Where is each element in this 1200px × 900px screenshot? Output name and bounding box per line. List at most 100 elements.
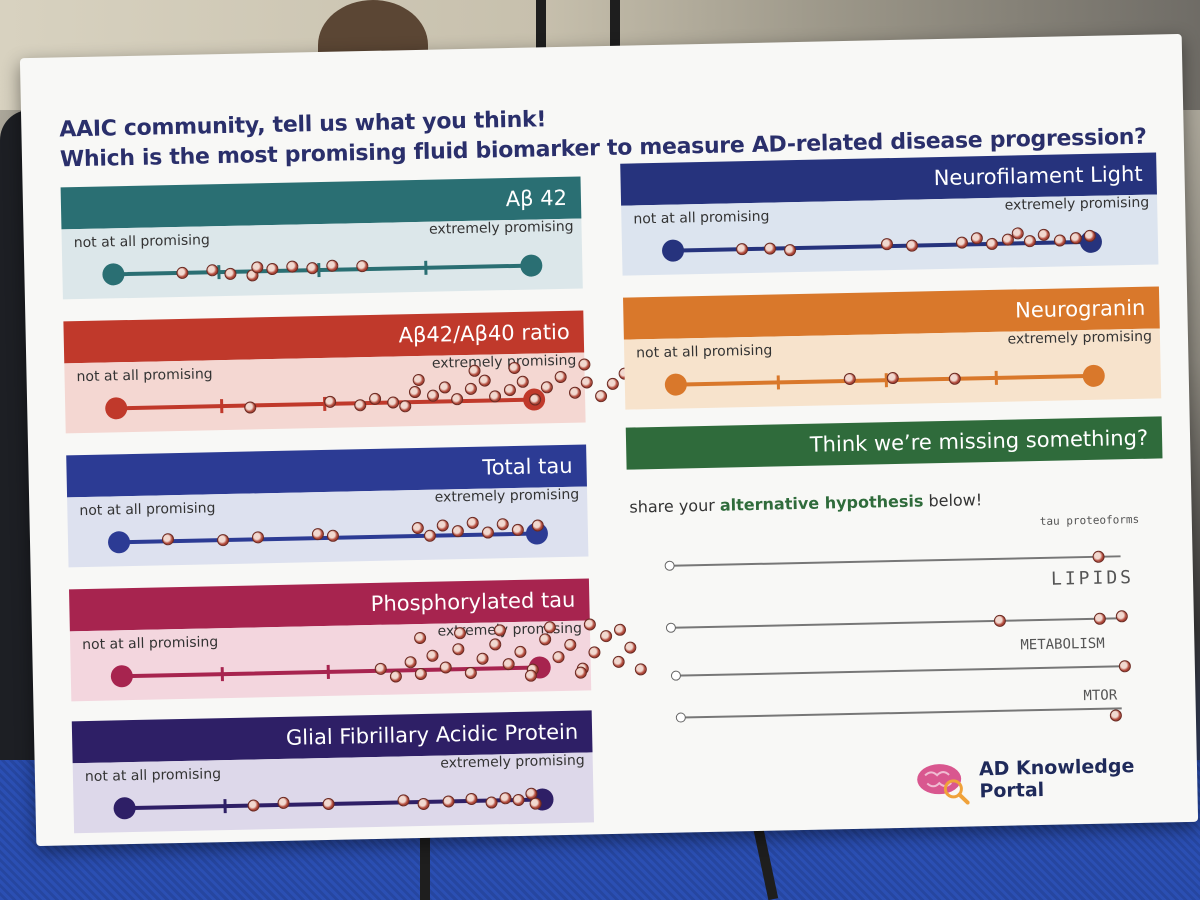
label-extremely-promising: extremely promising bbox=[1007, 328, 1153, 348]
vote-sticker bbox=[843, 372, 856, 386]
easel-bottom-leg bbox=[420, 820, 430, 900]
label-not-promising: not at all promising bbox=[84, 766, 222, 786]
card-body: not at all promising extremely promising bbox=[61, 218, 583, 300]
vote-sticker bbox=[606, 377, 619, 391]
card-phospho-tau: Phosphorylated tau not at all promising … bbox=[69, 578, 647, 702]
scale-end-dot bbox=[1082, 364, 1105, 388]
scale-start-dot bbox=[113, 796, 136, 820]
rating-scale[interactable] bbox=[105, 358, 673, 420]
vote-sticker bbox=[955, 236, 969, 249]
vote-sticker bbox=[588, 646, 601, 659]
vote-sticker bbox=[489, 638, 502, 651]
vote-sticker bbox=[612, 655, 625, 668]
vote-sticker bbox=[436, 519, 449, 532]
scale-start-dot bbox=[110, 665, 134, 688]
vote-sticker bbox=[251, 531, 265, 544]
rating-scale[interactable] bbox=[102, 254, 543, 286]
handwritten-scale-3[interactable] bbox=[676, 665, 1123, 677]
vote-sticker bbox=[324, 395, 337, 408]
scale-tick bbox=[326, 664, 330, 679]
rating-scale[interactable] bbox=[664, 364, 1105, 396]
card-neurogranin: Neurogranin not at all promising extreme… bbox=[623, 286, 1162, 410]
vote-sticker bbox=[414, 667, 427, 681]
card-abeta-ratio: Aβ42/Aβ40 ratio not at all promising ext… bbox=[63, 310, 673, 434]
vote-sticker bbox=[554, 370, 567, 384]
vote-sticker bbox=[387, 396, 400, 409]
poster-board: AAIC community, tell us what you think! … bbox=[19, 33, 1199, 847]
vote-sticker bbox=[322, 797, 335, 811]
vote-sticker bbox=[404, 656, 417, 669]
vote-sticker bbox=[354, 399, 367, 412]
vote-sticker bbox=[311, 527, 325, 541]
card-neurofilament-light: Neurofilament Light not at all promising… bbox=[620, 152, 1159, 276]
vote-sticker bbox=[465, 792, 478, 806]
vote-sticker bbox=[452, 643, 465, 656]
card-body: not at all promising extremely promising bbox=[67, 486, 589, 568]
vote-sticker bbox=[451, 525, 465, 538]
brain-icon bbox=[915, 761, 970, 805]
vote-sticker bbox=[1037, 228, 1050, 241]
vote-sticker bbox=[224, 267, 237, 281]
vote-sticker bbox=[539, 633, 552, 646]
handwritten-scale-2[interactable] bbox=[671, 617, 1122, 629]
card-body: not at all promising extremely promising bbox=[72, 752, 595, 834]
rating-scale[interactable] bbox=[113, 787, 554, 820]
vote-sticker bbox=[948, 372, 961, 385]
vote-sticker bbox=[468, 364, 481, 377]
vote-sticker bbox=[496, 518, 509, 531]
vote-sticker bbox=[502, 658, 515, 671]
label-not-promising: not at all promising bbox=[636, 342, 773, 362]
share-prefix: share your bbox=[629, 495, 721, 517]
vote-sticker bbox=[176, 266, 189, 280]
scale-tick bbox=[223, 799, 227, 814]
vote-sticker bbox=[624, 641, 637, 654]
label-extremely-promising: extremely promising bbox=[1004, 194, 1150, 214]
vote-sticker bbox=[426, 389, 440, 402]
label-extremely-promising: extremely promising bbox=[428, 218, 574, 238]
scale-tick bbox=[424, 260, 428, 275]
vote-sticker bbox=[439, 661, 452, 674]
vote-sticker bbox=[464, 666, 477, 680]
card-body: not at all promising extremely promising bbox=[621, 194, 1159, 276]
vote-sticker bbox=[514, 645, 527, 659]
vote-sticker bbox=[244, 401, 257, 414]
handwritten-scale-start bbox=[665, 622, 677, 633]
vote-sticker bbox=[634, 663, 647, 676]
handwritten-scale-1[interactable] bbox=[670, 555, 1121, 567]
rating-scale[interactable] bbox=[110, 618, 647, 688]
vote-sticker bbox=[599, 629, 613, 643]
scale-tick bbox=[994, 370, 998, 385]
label-not-promising: not at all promising bbox=[73, 232, 210, 252]
vote-sticker bbox=[905, 239, 919, 252]
vote-sticker bbox=[356, 260, 369, 273]
vote-sticker bbox=[613, 623, 627, 636]
handwritten-scale-4[interactable] bbox=[681, 707, 1122, 719]
vote-sticker bbox=[511, 523, 524, 537]
vote-sticker bbox=[412, 373, 425, 387]
vote-sticker bbox=[1093, 612, 1106, 625]
vote-sticker bbox=[508, 361, 521, 375]
share-suffix: below! bbox=[923, 490, 983, 511]
handwritten-metabolism: METABOLISM bbox=[1020, 635, 1105, 654]
vote-sticker bbox=[478, 374, 491, 387]
easel-top-leg bbox=[536, 0, 546, 60]
vote-sticker bbox=[450, 393, 464, 406]
vote-sticker bbox=[564, 638, 577, 651]
card-body: not at all promising extremely promising bbox=[64, 352, 673, 434]
rating-scale[interactable] bbox=[107, 516, 549, 554]
vote-sticker bbox=[481, 526, 495, 539]
vote-sticker bbox=[464, 382, 478, 396]
vote-sticker bbox=[1023, 235, 1037, 248]
vote-sticker bbox=[413, 631, 427, 645]
label-extremely-promising: extremely promising bbox=[431, 352, 577, 372]
vote-sticker bbox=[516, 375, 529, 388]
vote-sticker bbox=[499, 792, 512, 805]
handwritten-tau-proteoforms: tau proteoforms bbox=[1039, 512, 1140, 528]
rating-scale[interactable] bbox=[661, 227, 1103, 262]
vote-sticker bbox=[568, 386, 582, 399]
label-not-promising: not at all promising bbox=[82, 634, 219, 654]
vote-sticker bbox=[985, 237, 999, 251]
vote-sticker bbox=[438, 381, 451, 394]
vote-sticker bbox=[411, 521, 424, 535]
vote-sticker bbox=[423, 529, 437, 542]
